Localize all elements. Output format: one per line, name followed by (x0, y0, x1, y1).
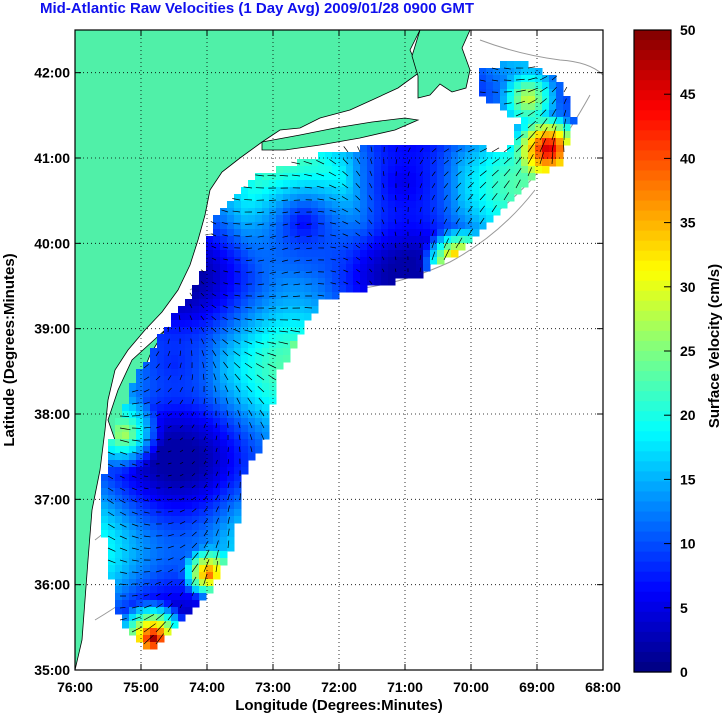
x-tick-label: 71:00 (387, 679, 423, 695)
y-tick-label: 39:00 (34, 321, 70, 337)
colorbar-tick-label: 40 (680, 150, 696, 166)
colorbar-label: Surface Velocity (cm/s) (706, 264, 723, 428)
x-tick-label: 69:00 (519, 679, 555, 695)
current-vectors (107, 66, 568, 645)
x-tick-label: 68:00 (585, 679, 621, 695)
colorbar-tick-label: 0 (680, 664, 688, 680)
x-tick-label: 73:00 (255, 679, 291, 695)
colorbar-gradient (634, 30, 671, 673)
colorbar-tick-label: 50 (680, 22, 696, 38)
colorbar-tick-label: 10 (680, 536, 696, 552)
colorbar-tick-label: 25 (680, 343, 696, 359)
y-tick-label: 36:00 (34, 577, 70, 593)
y-tick-label: 38:00 (34, 406, 70, 422)
x-axis-ticks: 76:00 75:00 74:00 73:00 72:00 71:00 70:00 69:00… (57, 30, 621, 695)
land-cape-cod (411, 30, 471, 99)
y-axis-label: Latitude (Degrees:Minutes) (1, 253, 18, 446)
x-tick-label: 74:00 (189, 679, 225, 695)
map-title: Mid-Atlantic Raw Velocities (1 Day Avg) … (40, 0, 475, 17)
y-tick-label: 42:00 (34, 65, 70, 81)
y-tick-label: 37:00 (34, 491, 70, 507)
land-long-island (261, 117, 420, 151)
x-tick-label: 76:00 (57, 679, 93, 695)
velocity-field (101, 61, 578, 650)
y-tick-label: 40:00 (34, 235, 70, 251)
colorbar-tick-label: 15 (680, 471, 696, 487)
colorbar-tick-label: 20 (680, 407, 696, 423)
x-axis-label: Longitude (Degrees:Minutes) (235, 697, 443, 714)
y-tick-label: 35:00 (34, 662, 70, 678)
colorbar-tick-label: 30 (680, 279, 696, 295)
x-tick-label: 72:00 (321, 679, 357, 695)
grid-lines (75, 30, 603, 670)
colorbar-tick-label: 35 (680, 215, 696, 231)
colorbar-tick-label: 45 (680, 86, 696, 102)
x-tick-label: 75:00 (123, 679, 159, 695)
land-mainland (75, 30, 421, 670)
x-tick-label: 70:00 (453, 679, 489, 695)
colorbar-tick-label: 5 (680, 600, 688, 616)
y-axis-ticks: 42:00 41:00 40:00 39:00 38:00 37:00 36:00 35:00 (34, 65, 603, 678)
y-tick-label: 41:00 (34, 150, 70, 166)
